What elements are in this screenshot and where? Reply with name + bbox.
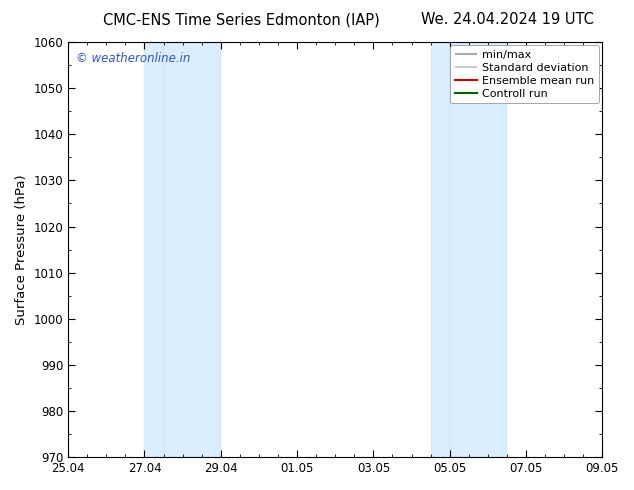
Text: © weatheronline.in: © weatheronline.in [76, 52, 191, 66]
Bar [450, 42, 507, 457]
Bar [164, 42, 221, 457]
Text: CMC-ENS Time Series Edmonton (IAP): CMC-ENS Time Series Edmonton (IAP) [103, 12, 379, 27]
Legend: min/max, Standard deviation, Ensemble mean run, Controll run: min/max, Standard deviation, Ensemble me… [450, 46, 599, 103]
Bar [430, 42, 450, 457]
Bar [145, 42, 164, 457]
Y-axis label: Surface Pressure (hPa): Surface Pressure (hPa) [15, 174, 28, 325]
Text: We. 24.04.2024 19 UTC: We. 24.04.2024 19 UTC [421, 12, 593, 27]
